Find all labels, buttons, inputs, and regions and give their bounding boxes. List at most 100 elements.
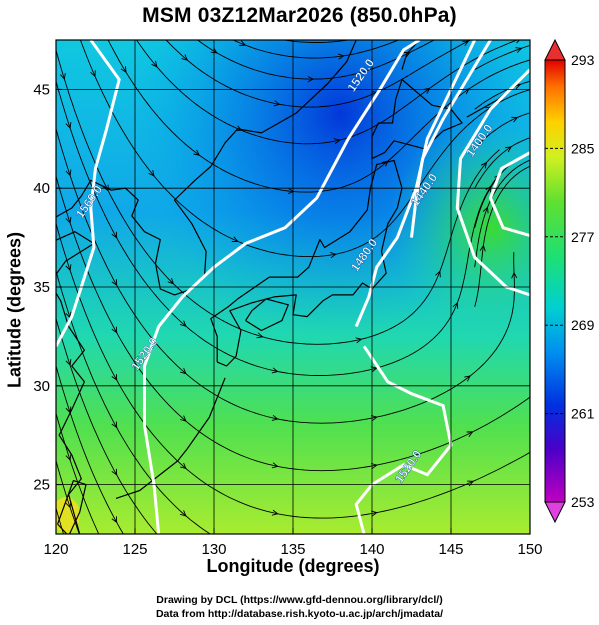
coast-taiwan (57, 480, 87, 534)
x-tick-label: 120 (43, 541, 68, 558)
streamline-arrow (435, 270, 441, 278)
streamline-arrow (111, 279, 118, 287)
streamline-arrow (370, 510, 378, 517)
streamline (56, 506, 65, 534)
y-tick-label: 30 (33, 378, 50, 395)
streamline-arrow (273, 100, 281, 107)
streamline (276, 11, 397, 25)
streamline (478, 11, 499, 20)
streamline-arrow (271, 414, 279, 421)
streamline-arrow (65, 169, 72, 177)
streamline-arrow (355, 337, 363, 344)
streamline-arrow (111, 468, 118, 476)
streamline-arrow (111, 326, 118, 334)
streamline-arrow (466, 431, 474, 437)
streamline-arrow (267, 34, 273, 39)
streamline-arrow (433, 22, 439, 27)
contour-1440 (410, 40, 492, 238)
y-tick-label: 35 (33, 279, 50, 296)
colorbar-lower-triangle (544, 501, 566, 524)
streamline-arrow (464, 375, 471, 382)
credit-drawing: Drawing by DCL (https://www.gfd-dennou.o… (156, 594, 443, 606)
streamline (56, 221, 530, 519)
streamline-arrow (370, 12, 376, 17)
streamline-arrow (193, 149, 201, 156)
streamline-arrow (179, 320, 187, 327)
streamline (427, 11, 448, 20)
streamline-arrow (515, 47, 523, 53)
x-tick-label: 140 (359, 541, 384, 558)
streamline-arrow (516, 40, 521, 44)
streamline-arrow (370, 463, 378, 469)
streamline (281, 40, 351, 43)
streamline-arrow (287, 188, 295, 195)
streamline-arrow (382, 160, 389, 167)
streamline-arrow (482, 206, 489, 214)
colorbar-tick-label: 277 (571, 229, 595, 245)
axes: 120 125 130 135 140 145 150 25 30 35 40 45 (33, 81, 542, 558)
streamline-arrow (179, 367, 187, 375)
lat-lon-grid (56, 40, 530, 534)
colorbar-tick-label: 253 (571, 494, 595, 510)
streamline (474, 137, 530, 189)
streamline (196, 40, 436, 80)
x-axis-label: Longitude (degrees) (206, 556, 380, 576)
streamline-arrow (485, 185, 492, 193)
streamline-arrow (111, 374, 118, 381)
streamline (474, 112, 530, 150)
streamline (301, 11, 383, 21)
contour-1560-west (56, 40, 121, 348)
streamline-arrow (239, 40, 247, 46)
streamline-arrow (65, 122, 72, 129)
streamline (352, 11, 390, 20)
streamline-arrow (235, 125, 243, 132)
streamline (377, 12, 404, 20)
streamline (56, 48, 500, 345)
streamline-arrow (320, 22, 326, 27)
streamline-arrow (329, 252, 337, 259)
x-tick-label: 130 (201, 541, 226, 558)
streamline-arrow (294, 28, 300, 33)
streamline-arrow (370, 415, 378, 422)
streamline (474, 165, 530, 307)
streamline (79, 40, 530, 258)
streamline-arrow (403, 52, 411, 58)
x-tick-label: 135 (280, 541, 305, 558)
colorbar-upper-triangle (544, 38, 566, 61)
y-tick-label: 25 (33, 477, 50, 494)
streamline-arrow (65, 264, 72, 272)
streamline-arrow (505, 146, 512, 153)
streamline-arrow (65, 501, 72, 509)
streamline (56, 174, 530, 472)
contour-1480 (354, 40, 477, 328)
streamline (56, 316, 158, 534)
contour-1520-main (143, 40, 421, 534)
colorbar-scale (544, 59, 566, 503)
x-tick-label: 150 (517, 541, 542, 558)
streamline-arrow (111, 516, 118, 524)
streamline-arrow (65, 406, 72, 414)
streamline (56, 79, 503, 376)
streamline-arrow (151, 60, 158, 68)
streamline-arrow (345, 17, 351, 22)
colorbar: 293 285 277 269 261 253 (544, 38, 595, 524)
streamline-arrow (120, 66, 127, 74)
streamline-arrow (271, 509, 279, 516)
streamline-arrow (462, 40, 470, 47)
x-tick-label: 145 (438, 541, 463, 558)
streamline-arrow (65, 453, 72, 461)
coast-ryukyu (115, 377, 226, 499)
contour-1520-south (354, 345, 453, 534)
streamline-arrow (511, 271, 518, 279)
streamline-arrow (179, 462, 187, 470)
colorbar-tick-label: 293 (571, 52, 595, 68)
streamline-arrow (148, 170, 155, 177)
streamline (503, 12, 524, 20)
coast-shikoku (245, 298, 289, 332)
streamline (453, 11, 474, 21)
streamline-arrow (179, 510, 187, 517)
colorbar-tick-label: 285 (571, 140, 595, 156)
streamline (107, 40, 530, 193)
